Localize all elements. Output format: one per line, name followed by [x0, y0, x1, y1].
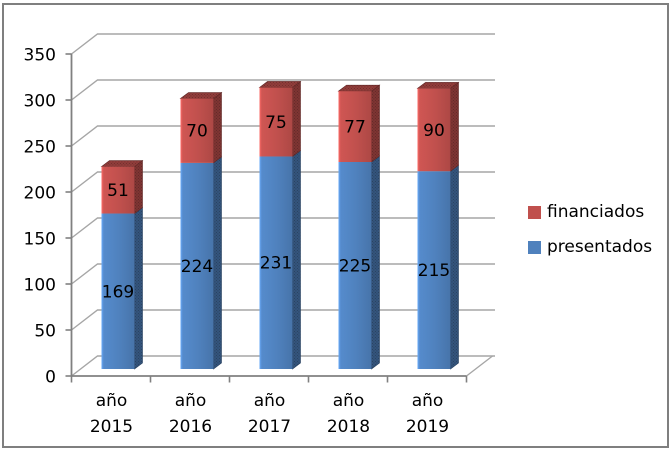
bar-side-financiados — [450, 81, 459, 172]
floor-right-edge — [466, 355, 493, 377]
bar-side-financiados — [213, 91, 222, 164]
x-label-line1-3: año — [333, 391, 365, 411]
bar-front-presentados[interactable] — [101, 213, 135, 369]
legend-item-financiados[interactable]: financiados — [528, 201, 652, 223]
y-tick-label-50: 50 — [34, 322, 56, 342]
x-label-line2-2: 2017 — [248, 417, 291, 437]
x-label-line1-0: año — [96, 391, 128, 411]
data-label-presentados: 225 — [339, 257, 371, 277]
legend-swatch-financiados — [528, 205, 541, 219]
y-tick-label-300: 300 — [24, 92, 56, 112]
data-label-financiados: 51 — [107, 181, 129, 201]
legend-swatch-presentados — [528, 240, 541, 254]
y-tick-label-250: 250 — [24, 138, 56, 158]
data-label-presentados: 231 — [260, 254, 292, 274]
y-tick-label-350: 350 — [24, 46, 56, 66]
y-tick-label-100: 100 — [24, 276, 56, 296]
data-label-financiados: 90 — [423, 121, 445, 141]
data-label-financiados: 70 — [186, 122, 208, 142]
bar-front-financiados[interactable] — [101, 166, 135, 214]
x-label-line2-4: 2019 — [406, 417, 449, 437]
bar-side-presentados — [134, 206, 143, 370]
bar-año-2016[interactable]: 224 70 — [179, 91, 223, 370]
gridline-350 — [71, 33, 495, 55]
bar-front-presentados[interactable] — [180, 162, 214, 369]
bar-front-financiados[interactable] — [259, 87, 293, 157]
legend-label-presentados: presentados — [547, 237, 653, 257]
bar-side-presentados — [213, 156, 222, 370]
bar-año-2018[interactable]: 225 77 — [337, 84, 381, 370]
bar-side-financiados — [134, 160, 143, 215]
chart-frame[interactable]: 0 50 100 150 200 250 300 350 169 51 224 70 231 75 225 7… — [2, 3, 669, 448]
y-tick-label-0: 0 — [45, 368, 56, 388]
x-label-line1-1: año — [175, 391, 207, 411]
plot-area: 0 50 100 150 200 250 300 350 169 51 224 70 231 75 225 7… — [24, 33, 495, 437]
legend-item-presentados[interactable]: presentados — [528, 236, 652, 258]
data-label-presentados: 224 — [181, 257, 213, 277]
x-label-line2-3: 2018 — [327, 417, 370, 437]
data-label-financiados: 77 — [344, 118, 366, 138]
x-label-line1-2: año — [254, 391, 286, 411]
bar-front-presentados[interactable] — [338, 162, 372, 369]
x-label-line2-1: 2016 — [169, 417, 212, 437]
bar-side-financiados — [371, 84, 380, 163]
x-label-line2-0: 2015 — [90, 417, 133, 437]
legend: financiados presentados — [528, 201, 652, 258]
bar-side-financiados — [292, 80, 301, 158]
gridline-300 — [71, 79, 495, 101]
legend-label-financiados: financiados — [547, 202, 645, 222]
bar-side-presentados — [292, 149, 301, 370]
bar-side-presentados — [371, 155, 380, 370]
axes: año 2015 año 2016 año 2017 año 2018 año 2019 — [70, 54, 493, 437]
data-label-presentados: 215 — [418, 261, 450, 281]
data-label-presentados: 169 — [102, 282, 134, 302]
bar-año-2019[interactable]: 215 90 — [416, 81, 460, 370]
bar-front-financiados[interactable] — [180, 98, 214, 163]
bar-año-2017[interactable]: 231 75 — [258, 80, 302, 370]
x-label-line1-4: año — [412, 391, 444, 411]
y-tick-label-150: 150 — [24, 230, 56, 250]
data-label-financiados: 75 — [265, 113, 287, 133]
bar-front-financiados[interactable] — [417, 88, 451, 172]
bar-front-financiados[interactable] — [338, 91, 372, 162]
bar-front-presentados[interactable] — [417, 171, 451, 369]
gridlines: 0 50 100 150 200 250 300 350 — [24, 33, 495, 388]
bar-front-presentados[interactable] — [259, 156, 293, 369]
bar-side-presentados — [450, 164, 459, 370]
y-tick-label-200: 200 — [24, 184, 56, 204]
bar-año-2015[interactable]: 169 51 — [100, 160, 144, 370]
